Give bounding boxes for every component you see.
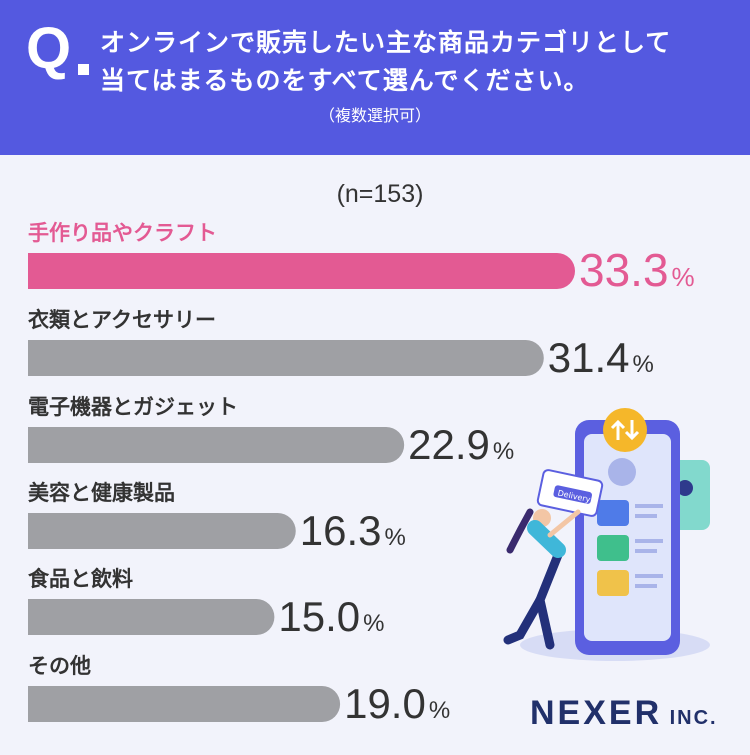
bar xyxy=(28,686,341,722)
value-label: 15.0% xyxy=(278,593,384,640)
category-label: その他 xyxy=(28,654,91,678)
category-label: 食品と飲料 xyxy=(28,567,133,591)
question-note: （複数選択可） xyxy=(318,106,431,125)
question-line-1: オンラインで販売したい主な商品カテゴリとして xyxy=(100,28,672,57)
value-unit: % xyxy=(363,610,384,637)
delivery-illustration-icon: Delivery xyxy=(503,408,710,661)
value-unit: % xyxy=(385,524,406,551)
sample-size-label: (n=153) xyxy=(336,180,424,208)
logo-suffix: INC. xyxy=(669,707,718,729)
bar xyxy=(28,427,405,463)
value-number: 33.3 xyxy=(579,244,669,296)
logo-main: NEXER xyxy=(530,694,663,732)
value-number: 31.4 xyxy=(548,334,630,381)
nexer-logo: NEXER INC. xyxy=(530,694,718,733)
value-number: 22.9 xyxy=(408,421,490,468)
category-label: 手作り品やクラフト xyxy=(28,221,217,245)
bar xyxy=(28,599,275,635)
question-header: Q オンラインで販売したい主な商品カテゴリとして 当てはまるものをすべて選んでく… xyxy=(0,0,750,155)
value-unit: % xyxy=(633,351,654,378)
bar xyxy=(28,513,296,549)
value-number: 16.3 xyxy=(300,507,382,554)
category-label: 美容と健康製品 xyxy=(28,481,175,505)
value-label: 16.3% xyxy=(300,507,406,554)
value-number: 15.0 xyxy=(278,593,360,640)
question-mark-dot xyxy=(78,64,89,75)
bar xyxy=(28,340,544,376)
category-label: 衣類とアクセサリー xyxy=(28,308,216,332)
value-unit: % xyxy=(429,697,450,724)
bar xyxy=(28,253,575,289)
value-label: 19.0% xyxy=(344,680,450,727)
question-text: オンラインで販売したい主な商品カテゴリとして 当てはまるものをすべて選んでくださ… xyxy=(100,24,671,100)
value-unit: % xyxy=(493,438,514,465)
value-label: 31.4% xyxy=(548,334,654,381)
value-unit: % xyxy=(672,262,695,292)
value-number: 19.0 xyxy=(344,680,426,727)
question-mark: Q xyxy=(26,16,72,81)
value-label: 22.9% xyxy=(408,421,514,468)
value-label: 33.3% xyxy=(579,244,695,296)
category-label: 電子機器とガジェット xyxy=(28,395,238,419)
question-line-2: 当てはまるものをすべて選んでください。 xyxy=(100,66,590,95)
